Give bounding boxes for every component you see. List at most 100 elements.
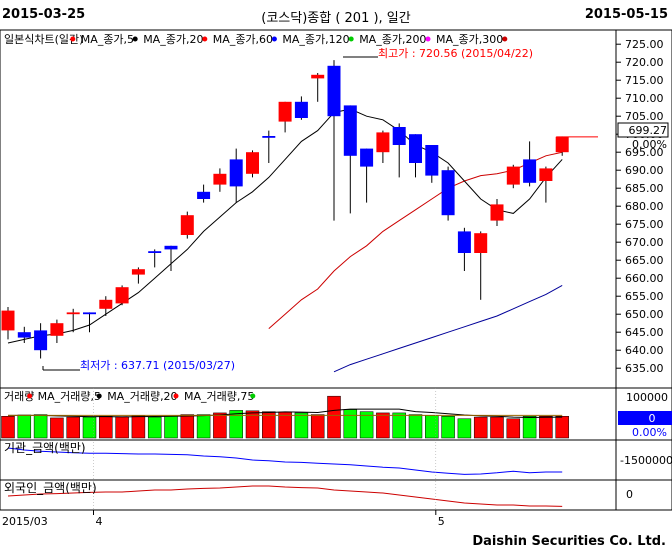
chart-title: (코스닥)종합 ( 201 ), 일간 [261, 11, 411, 26]
legends: 일본식차트(일간)MA_종가,5 MA_종가,20 MA_종가,60 MA_종가,12… [4, 32, 508, 403]
price-tick-labels: 635.00 640.00 645.00 650.00 655.00 660.00 665.… [625, 38, 664, 375]
candle-body [246, 152, 259, 174]
candle-body [441, 170, 455, 216]
volume-legend-text: MA_거래량,20 [107, 390, 177, 403]
price-legend-text: MA_종가,200 [359, 33, 426, 46]
volume-legend-dot [250, 393, 256, 399]
brand-name: Daishin Securities Co. Ltd. [472, 534, 666, 549]
price-legend-dot [202, 36, 208, 42]
candle-body [99, 299, 113, 309]
price-tick-label: 690.00 [625, 164, 664, 177]
volume-bar [115, 416, 129, 439]
volume-bar [33, 414, 48, 439]
price-tick-label: 725.00 [625, 38, 664, 51]
start-date: 2015-03-25 [2, 7, 86, 22]
foreign-series-line [7, 485, 563, 507]
volume-bar [408, 414, 423, 439]
price-tick-label: 715.00 [625, 74, 664, 87]
volume-bar [1, 416, 15, 439]
price-tick-label: 635.00 [625, 362, 664, 375]
candle-body [294, 101, 308, 118]
price-tick-label: 645.00 [625, 326, 664, 339]
x-axis: 2015/03 4 5 [2, 388, 445, 528]
volume-bars [1, 395, 569, 439]
volume-bar [66, 416, 80, 439]
volume-bar [17, 414, 32, 439]
candle-body [66, 312, 80, 315]
price-tick-label: 665.00 [625, 254, 664, 267]
volume-legend-text: MA_거래량,5 [38, 390, 101, 403]
volume-bar [99, 416, 113, 439]
volume-bar [457, 418, 472, 439]
volume-bar [82, 416, 97, 439]
candle-body [180, 215, 194, 235]
foreign-panel[interactable] [0, 479, 672, 511]
chart-header: 2015-03-25 (코스닥)종합 ( 201 ), 일간 2015-05-1… [0, 0, 672, 30]
candle-body [83, 312, 96, 315]
volume-legend-dot [27, 393, 33, 399]
volume-bar [310, 414, 325, 439]
volume-legend-dot [96, 393, 102, 399]
volume-legend-text: 거래량 [4, 390, 34, 403]
low-label: 최저가 : 637.71 (2015/03/27) [80, 359, 235, 372]
amount-line [7, 447, 563, 475]
volume-bar [343, 409, 358, 439]
volume-bar [473, 416, 488, 439]
volume-bar [539, 416, 553, 439]
price-tick-label: 640.00 [625, 344, 664, 357]
price-gridlines [616, 43, 621, 369]
candle-body [523, 159, 537, 183]
candle-body [131, 269, 145, 275]
x-tick-label: 2015/03 [2, 515, 48, 528]
candle-body [278, 101, 292, 122]
amount-series-line [7, 447, 563, 475]
candle-body [343, 105, 357, 156]
price-tick-label: 675.00 [625, 218, 664, 231]
volume-bar [213, 412, 227, 439]
candle-body [457, 231, 471, 253]
volume-bar [131, 415, 146, 439]
high-label: 최고가 : 720.56 (2015/04/22) [378, 47, 533, 60]
amount-tick: -1500000 [620, 454, 672, 467]
volume-bar [164, 416, 178, 439]
candle-body [17, 332, 31, 338]
x-tick-label: 5 [438, 515, 445, 528]
volume-tick-100000: 100000 [626, 391, 668, 404]
foreign-label: 외국인_금액(백만) [4, 481, 97, 495]
volume-bar [229, 410, 243, 439]
price-legend-dot [502, 36, 508, 42]
price-legend-text: 일본식차트(일간) [4, 32, 83, 46]
candle-body [555, 136, 569, 153]
volume-bar [392, 412, 406, 439]
current-price-box [617, 122, 669, 138]
price-legend-text: MA_종가,300 [436, 33, 503, 46]
volume-bar [490, 416, 504, 439]
amount-panel[interactable] [0, 439, 672, 481]
current-volume: 0 [649, 412, 656, 425]
candle-body [213, 173, 227, 185]
candle-body [115, 287, 129, 304]
candle-body [409, 134, 422, 163]
volume-bar [294, 412, 309, 439]
candle-body [376, 132, 390, 153]
candle-body [474, 233, 488, 253]
price-legend-dot [271, 36, 277, 42]
moving-average-lines [7, 108, 598, 373]
volume-bar [506, 418, 521, 439]
volume-bar [196, 414, 211, 439]
volume-bar [245, 410, 260, 439]
ma60-line [333, 284, 563, 373]
foreign-tick: 0 [626, 488, 633, 501]
price-legend-text: MA_종가,5 [81, 33, 134, 46]
volume-bar [376, 412, 390, 439]
volume-bar [147, 416, 162, 439]
volume-bar [425, 415, 439, 439]
volume-bar [441, 416, 455, 439]
price-legend-text: MA_종가,20 [143, 33, 203, 46]
price-legend-text: MA_종가,60 [213, 33, 273, 46]
price-tick-label: 650.00 [625, 308, 664, 321]
volume-bar [555, 416, 569, 439]
price-tick-label: 710.00 [625, 92, 664, 105]
price-tick-label: 670.00 [625, 236, 664, 249]
